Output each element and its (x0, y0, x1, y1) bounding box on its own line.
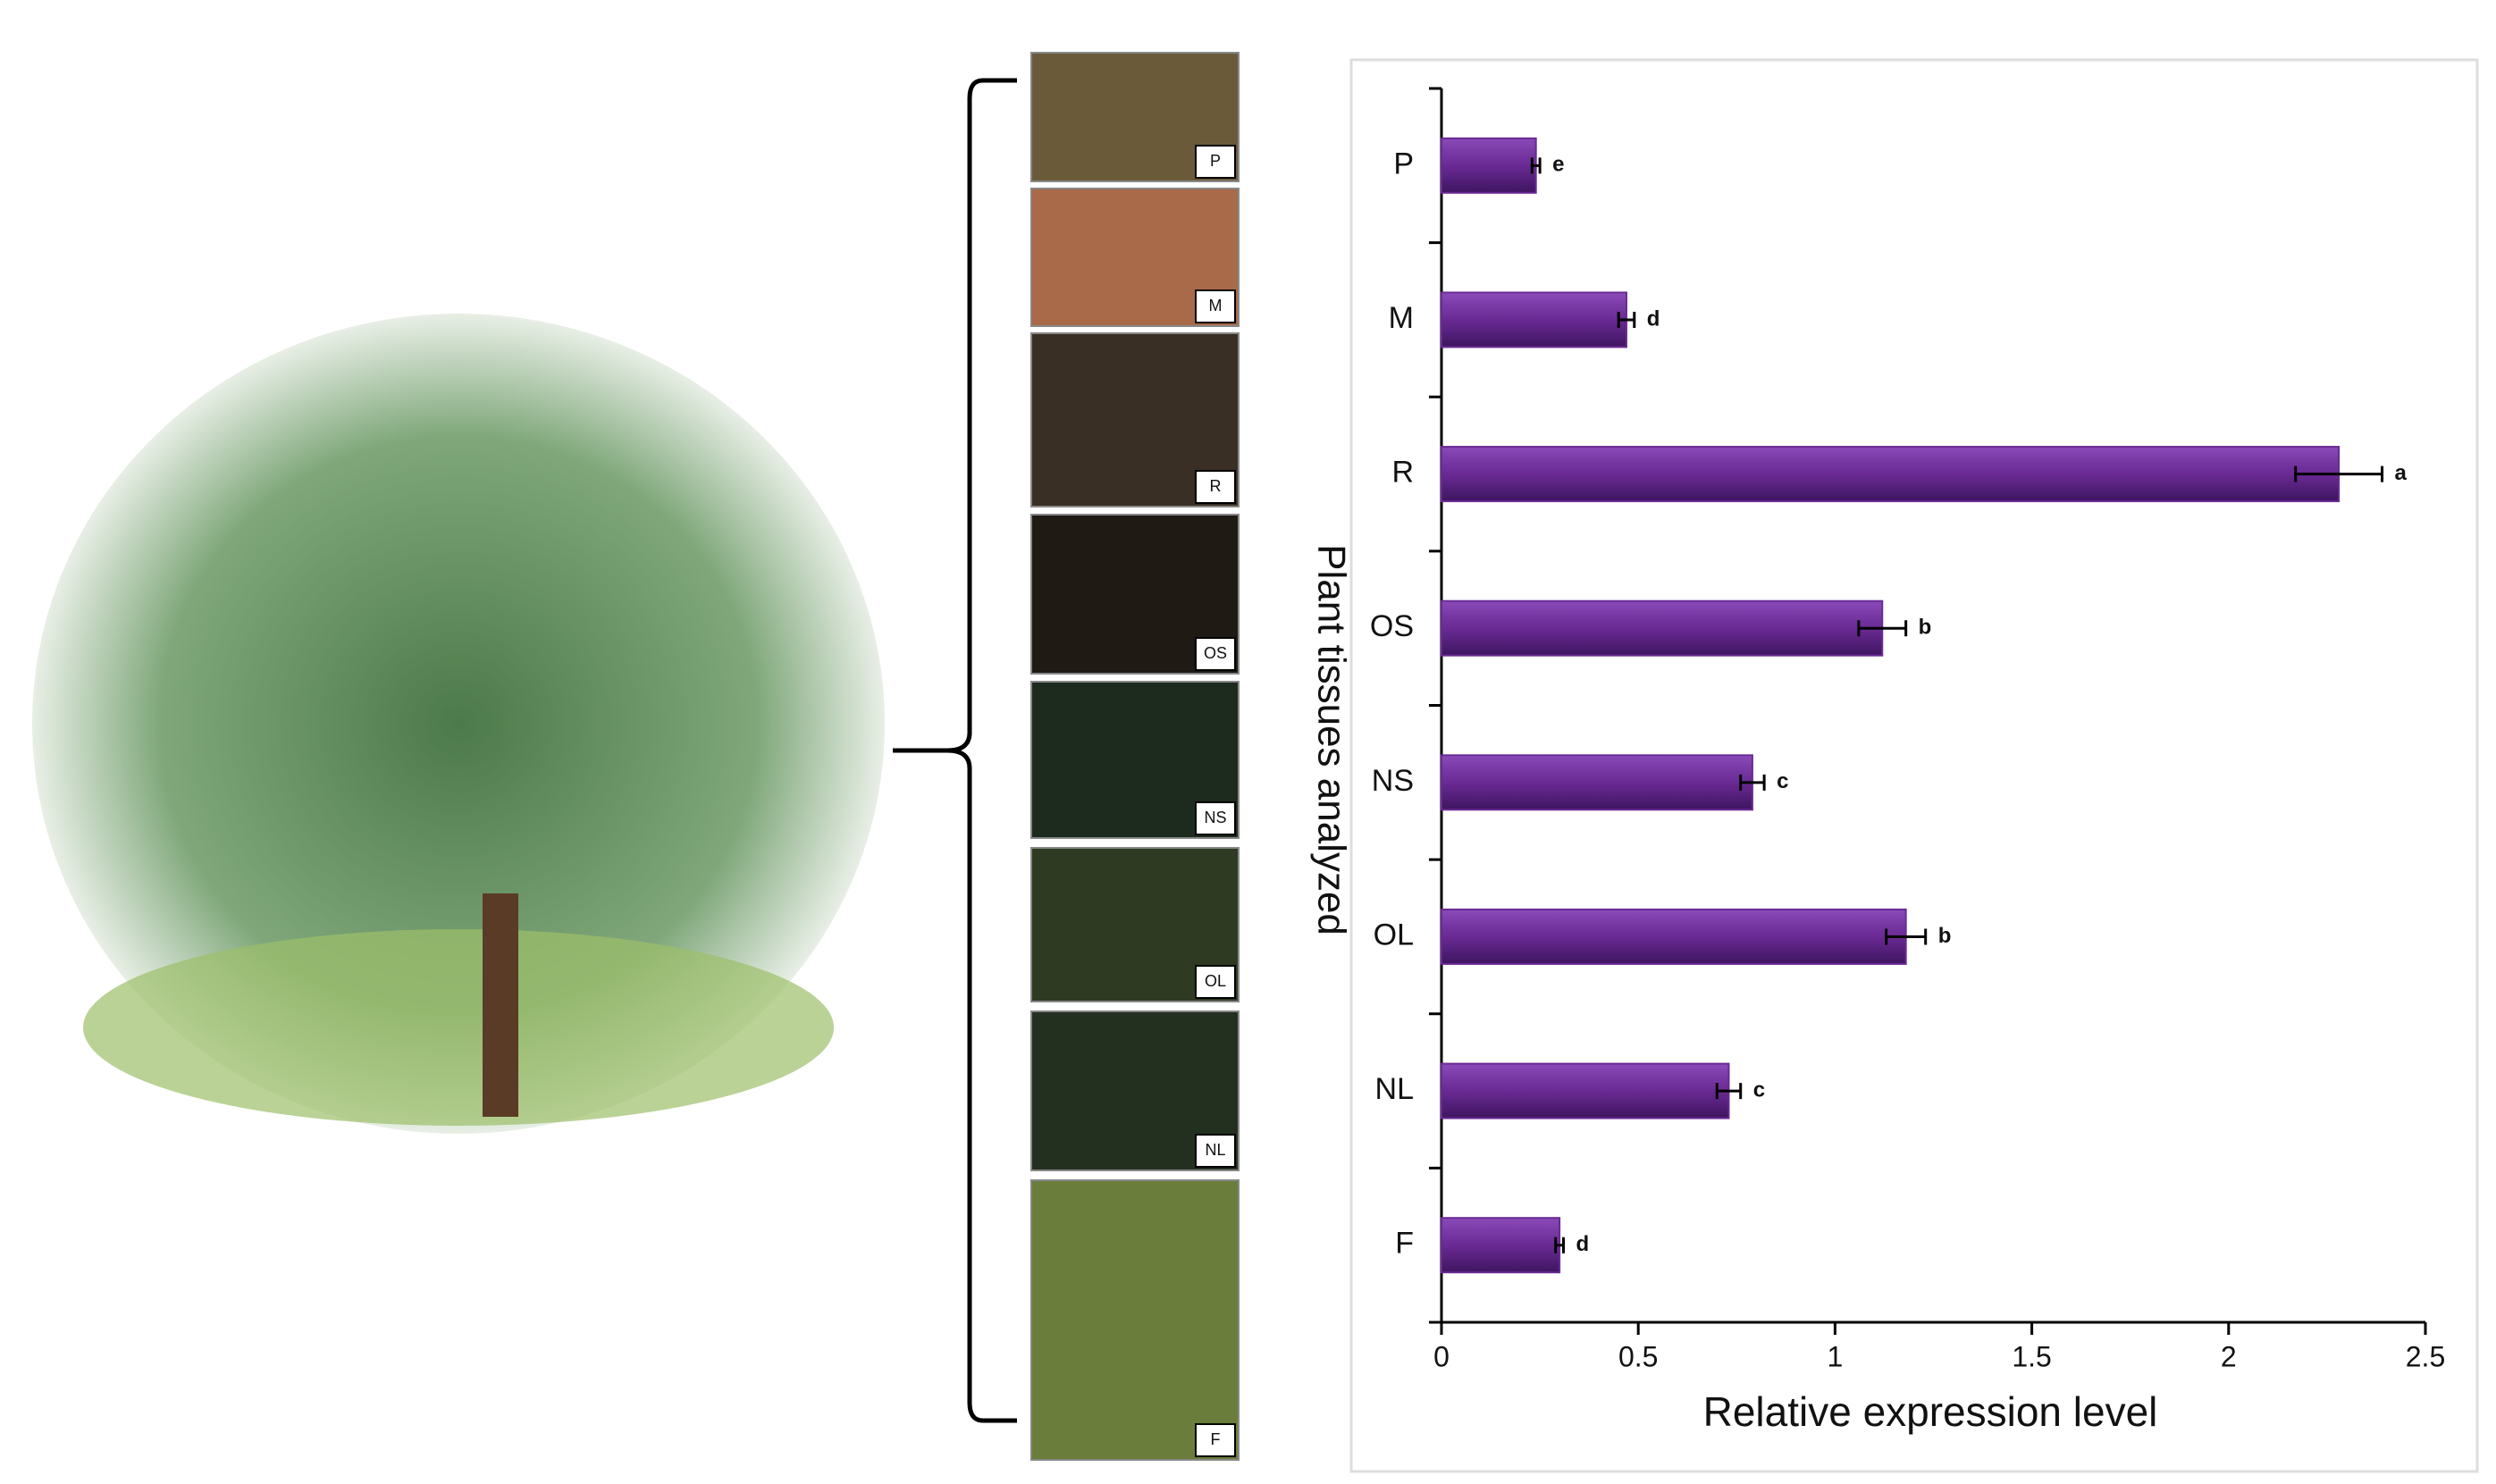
x-axis-label: Relative expression level (1703, 1388, 2158, 1435)
photo-label: OL (1205, 972, 1226, 990)
error-bar (1739, 774, 1766, 791)
error-bar (1617, 311, 1636, 328)
significance-label: e (1552, 153, 1564, 177)
photo (1030, 1179, 1240, 1461)
y-tick-label: F (1395, 1227, 1414, 1261)
photo-label: F (1211, 1430, 1221, 1448)
error-bar (2294, 465, 2384, 482)
y-tick-label: R (1391, 456, 1414, 490)
photo-label-box (1195, 145, 1236, 179)
tree-photo (32, 314, 885, 1134)
error-bar (1530, 157, 1542, 174)
tissue-photos: P M R OS NS OL NL F (1030, 52, 1240, 1461)
photo-label-box (1195, 1134, 1236, 1168)
significance-label: a (2395, 461, 2408, 485)
photo-label: R (1210, 477, 1222, 495)
x-tick-label: 2.5 (2406, 1340, 2445, 1372)
x-tick-label: 1 (1828, 1340, 1844, 1372)
photo-label: P (1210, 152, 1221, 170)
bar (1441, 1217, 1561, 1274)
y-tick-label: NS (1372, 764, 1414, 798)
photo-label: M (1209, 297, 1223, 314)
significance-label: c (1753, 1077, 1765, 1102)
x-tick-label: 0 (1433, 1340, 1450, 1372)
significance-label: c (1777, 769, 1788, 793)
photo-label-box (1195, 801, 1236, 835)
bracket (893, 78, 1017, 1423)
bar (1441, 137, 1537, 194)
significance-label: b (1919, 616, 1932, 640)
photo-label-box (1195, 637, 1236, 671)
photo-label-box (1195, 289, 1236, 323)
photo-label: NL (1205, 1141, 1225, 1159)
photo-label-box (1195, 1423, 1236, 1457)
photo-label: OS (1204, 644, 1227, 662)
error-bar (1885, 928, 1928, 945)
y-tick-label: P (1393, 147, 1414, 180)
bar (1441, 446, 2341, 503)
bar (1441, 291, 1627, 348)
y-tick-label: OL (1374, 918, 1414, 952)
bar (1441, 754, 1753, 811)
photo-label: NS (1204, 809, 1226, 826)
x-tick-label: 1.5 (2012, 1340, 2051, 1372)
y-tick-label: OS (1370, 609, 1414, 643)
x-tick-label: 0.5 (1618, 1340, 1658, 1372)
chart-frame (1349, 58, 2479, 1473)
error-bar (1554, 1237, 1566, 1253)
error-bar (1715, 1083, 1743, 1100)
x-tick-label: 2 (2221, 1340, 2237, 1372)
y-tick-label: M (1389, 301, 1414, 335)
bar (1441, 908, 1907, 965)
bar (1441, 1062, 1730, 1119)
bar (1441, 599, 1884, 657)
significance-label: d (1647, 306, 1660, 331)
significance-label: b (1938, 924, 1952, 948)
y-tick-label: NL (1375, 1072, 1414, 1106)
photo-label-box (1195, 470, 1236, 504)
photo-label-box (1195, 965, 1236, 999)
error-bar (1857, 620, 1908, 637)
significance-label: d (1576, 1232, 1590, 1256)
y-axis-label: Plant tissues analyzed (1309, 544, 1353, 935)
